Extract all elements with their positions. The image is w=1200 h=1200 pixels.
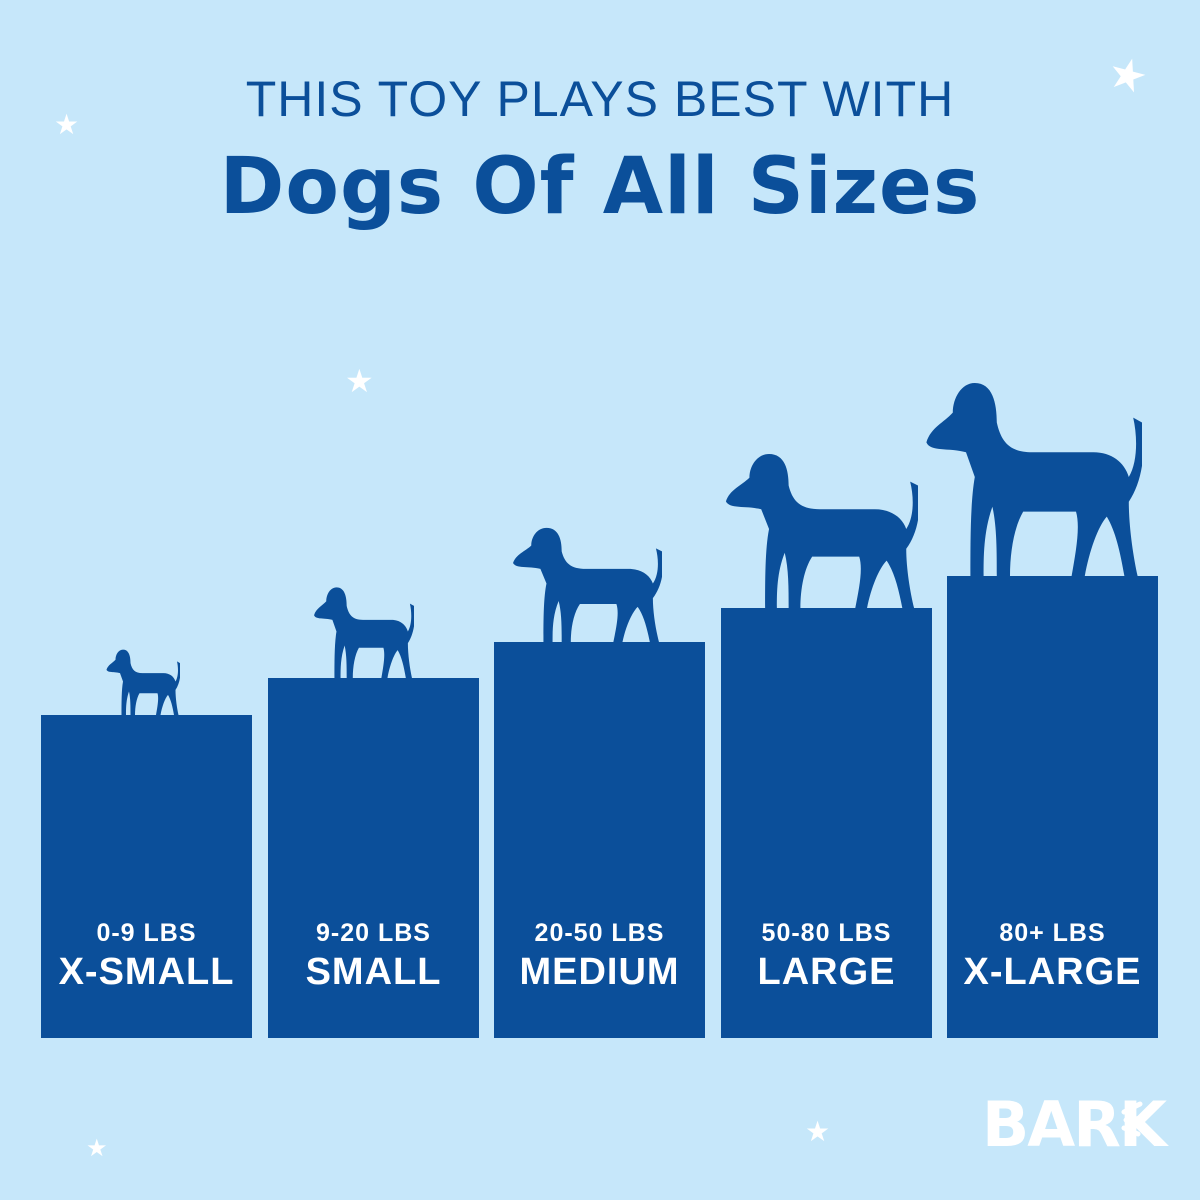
terrier-silhouette-icon [314, 587, 414, 678]
great-dane-silhouette-icon [926, 382, 1142, 576]
bark-logo-rays-icon [1121, 1101, 1147, 1137]
size-bar-x-small: 0-9 LBS X-SMALL [41, 715, 252, 1038]
star-icon: ★ [345, 362, 374, 400]
weight-range: 50-80 LBS [761, 919, 892, 947]
size-label: MEDIUM [519, 951, 680, 993]
size-bar-small: 9-20 LBS SMALL [268, 678, 479, 1038]
headline-main: Dogs Of All Sizes [219, 142, 981, 232]
size-label: X-LARGE [963, 951, 1142, 993]
weight-range: 9-20 LBS [316, 919, 431, 947]
size-label: SMALL [305, 951, 442, 993]
headline-top: THIS TOY PLAYS BEST WITH [245, 71, 955, 127]
star-icon: ★ [86, 1134, 108, 1162]
weight-range: 20-50 LBS [534, 919, 665, 947]
size-bar-large: 50-80 LBS LARGE [721, 608, 932, 1038]
bark-logo: BARK [982, 1088, 1167, 1161]
size-bar-medium: 20-50 LBS MEDIUM [494, 642, 705, 1038]
chihuahua-silhouette-icon [106, 649, 180, 715]
size-label: LARGE [757, 951, 896, 993]
size-label: X-SMALL [58, 951, 235, 993]
weight-range: 80+ LBS [999, 919, 1106, 947]
size-bar-x-large: 80+ LBS X-LARGE [947, 576, 1158, 1038]
star-icon: ★ [805, 1115, 831, 1148]
labrador-silhouette-icon [513, 527, 662, 642]
star-icon: ★ [54, 108, 80, 141]
golden-retriever-silhouette-icon [725, 453, 918, 608]
weight-range: 0-9 LBS [96, 919, 197, 947]
